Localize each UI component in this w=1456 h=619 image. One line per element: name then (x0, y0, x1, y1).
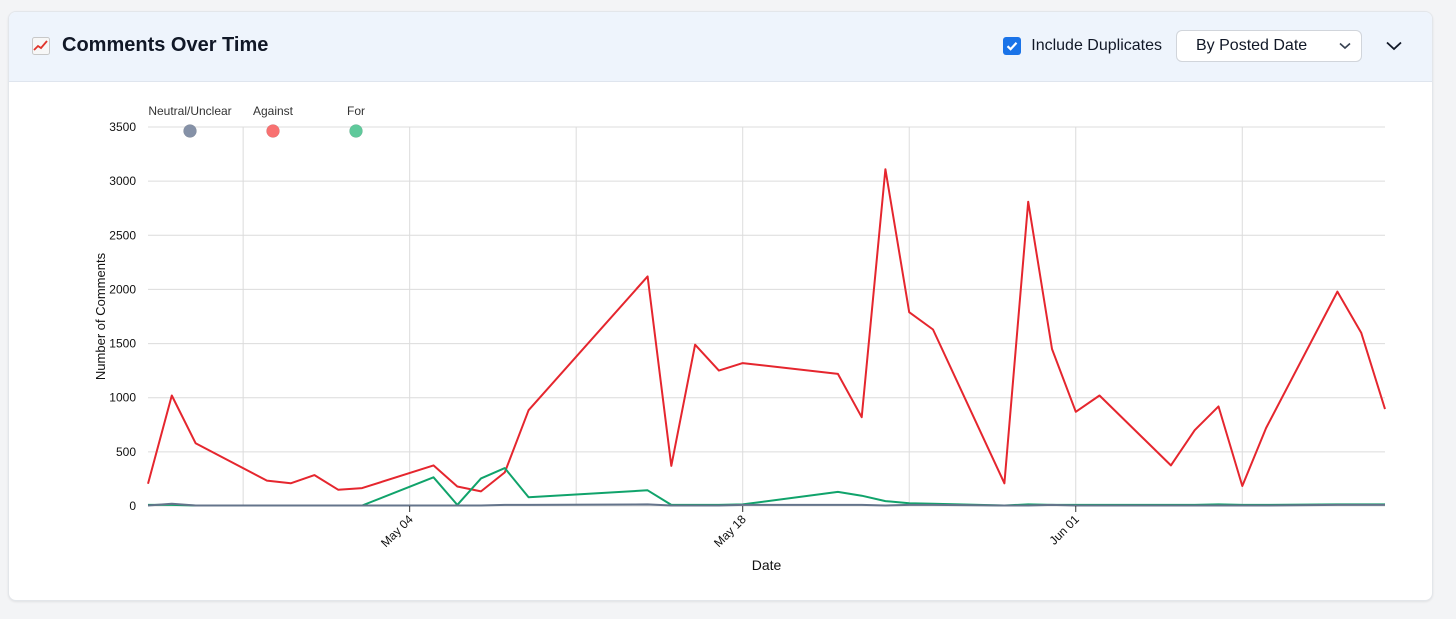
y-tick-label: 2000 (109, 282, 136, 296)
include-duplicates-checkbox[interactable] (1003, 37, 1022, 55)
sort-by-select[interactable]: By Posted Date (1176, 30, 1362, 62)
y-axis-label: Number of Comments (93, 252, 108, 380)
legend-label: For (347, 104, 365, 118)
y-tick-label: 0 (129, 499, 136, 513)
x-tick-label: May 04 (378, 512, 416, 550)
legend-swatch[interactable] (183, 124, 197, 138)
include-duplicates-label[interactable]: Include Duplicates (1031, 37, 1162, 54)
y-tick-label: 1000 (109, 391, 136, 405)
y-tick-label: 3500 (109, 120, 136, 134)
y-tick-label: 3000 (109, 174, 136, 188)
legend-swatch[interactable] (266, 124, 280, 138)
x-axis-label: Date (752, 557, 782, 573)
card-title: Comments Over Time (32, 34, 268, 57)
checkmark-icon (1006, 42, 1018, 51)
chevron-down-icon (1386, 41, 1402, 51)
legend-label: Against (253, 104, 294, 118)
x-tick-label: Jun 01 (1046, 512, 1082, 548)
chart-controls: Include Duplicates By Posted Date (1003, 30, 1404, 62)
legend-label: Neutral/Unclear (148, 104, 231, 118)
select-chevron-icon (1339, 42, 1351, 50)
y-tick-label: 1500 (109, 337, 136, 351)
x-tick-label: May 18 (711, 512, 749, 550)
sort-by-select-value: By Posted Date (1196, 37, 1308, 54)
page-title: Comments Over Time (62, 34, 269, 56)
y-tick-label: 500 (116, 445, 136, 459)
card-header: Comments Over Time Include Duplicates By… (9, 12, 1432, 82)
series-line-against (147, 168, 1386, 493)
comments-over-time-card: Comments Over Time Include Duplicates By… (8, 11, 1433, 601)
legend-swatch[interactable] (349, 124, 363, 138)
chart-increasing-icon (32, 36, 50, 55)
collapse-button[interactable] (1384, 36, 1404, 56)
series-line-neutral-unclear (147, 502, 1385, 507)
y-tick-label: 2500 (109, 228, 136, 242)
